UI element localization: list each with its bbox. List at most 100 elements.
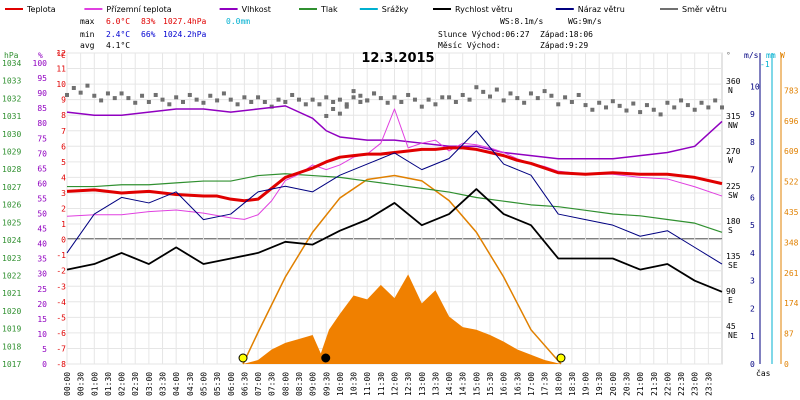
legend-label: Srážky — [382, 5, 409, 14]
legend-label: Tlak — [320, 5, 338, 14]
wind-direction-point — [324, 113, 329, 118]
x-tick-label: 18:00 — [554, 372, 563, 396]
sun-tick-label: 609 — [784, 147, 799, 156]
wind-direction-point — [556, 102, 561, 107]
direction-tick-label: 360 — [726, 77, 741, 86]
wind-direction-point — [378, 96, 383, 101]
temperature-tick-label: -5 — [56, 313, 66, 322]
temperature-tick-label: 3 — [61, 189, 66, 198]
wind-direction-point — [597, 100, 602, 105]
pressure-tick-label: 1026 — [2, 201, 21, 210]
pressure-tick-label: 1028 — [2, 165, 21, 174]
wind-direction-point — [447, 95, 452, 100]
stats-min-press: 1024.2hPa — [163, 30, 207, 39]
wind-direction-point — [194, 97, 199, 102]
direction-tick-letter: S — [728, 226, 733, 235]
x-tick-label: 14:00 — [445, 372, 454, 396]
legend-label: Teplota — [26, 5, 56, 14]
x-tick-label: 05:30 — [213, 372, 222, 396]
wind-axis-top: -1 — [760, 60, 770, 69]
x-tick-label: 22:00 — [663, 372, 672, 396]
temperature-tick-label: 8 — [61, 111, 66, 120]
sun-tick-label: 174 — [784, 299, 799, 308]
x-tick-label: 10:00 — [336, 372, 345, 396]
wind-direction-point — [624, 108, 629, 113]
x-tick-label: 05:00 — [199, 372, 208, 396]
temperature-tick-label: -3 — [56, 282, 66, 291]
solar-area — [238, 174, 566, 365]
humidity-tick-label: 95 — [37, 74, 47, 83]
humidity-tick-label: 15 — [37, 315, 47, 324]
moonrise-stat: Měsíc Východ: — [438, 41, 501, 50]
x-tick-label: 08:00 — [281, 372, 290, 396]
temperature-tick-label: 6 — [61, 142, 66, 151]
x-tick-label: 07:00 — [254, 372, 263, 396]
temperature-tick-label: 5 — [61, 158, 66, 167]
wind-direction-point — [221, 91, 226, 96]
wind-direction-point — [720, 105, 724, 110]
grid — [66, 52, 722, 365]
wind-direction-point — [215, 98, 220, 103]
pressure-tick-label: 1023 — [2, 254, 21, 263]
wind-direction-point — [515, 96, 520, 101]
wind-direction-point — [406, 92, 411, 97]
sunset-stat: Západ:18:06 — [540, 30, 593, 39]
temperature-tick-label: -7 — [56, 344, 66, 353]
wind-direction-point — [140, 93, 145, 98]
wind-gust-stat: WG:9m/s — [568, 17, 602, 26]
wind-direction-point — [276, 97, 281, 102]
pressure-tick-label: 1032 — [2, 94, 21, 103]
wind-direction-point — [372, 91, 377, 96]
wind-direction-point — [631, 101, 636, 106]
humidity-line — [66, 105, 723, 160]
direction-tick-label: 45 — [726, 322, 736, 331]
wind-tick-label: 8 — [750, 138, 755, 147]
wind-direction-point — [590, 107, 595, 112]
stats-min-label: min — [80, 30, 95, 39]
stats-avg-label: avg — [80, 41, 95, 50]
direction-tick-label: 315 — [726, 112, 741, 121]
x-tick-label: 02:00 — [118, 372, 127, 396]
humidity-tick-label: 45 — [37, 225, 47, 234]
x-tick-label: 02:30 — [131, 372, 140, 396]
stats-max-hum: 83% — [141, 17, 156, 26]
pressure-tick-label: 1031 — [2, 112, 21, 121]
wind-direction-point — [262, 99, 267, 104]
pressure-tick-label: 1024 — [2, 236, 21, 245]
sun-tick-label: 435 — [784, 208, 799, 217]
wind-direction-point — [460, 92, 465, 97]
chart-title: 12.3.2015 — [361, 51, 434, 66]
wind-direction-points — [65, 83, 724, 118]
wind-direction-point — [71, 85, 76, 90]
wind-direction-point — [706, 105, 711, 110]
wind-direction-point — [126, 96, 131, 101]
pressure-tick-label: 1019 — [2, 325, 21, 334]
x-tick-label: 12:00 — [391, 372, 400, 396]
wind-tick-label: 6 — [750, 193, 755, 202]
wind-tick-label: 0 — [750, 360, 755, 369]
stats-max-temp: 6.0°C — [106, 17, 130, 26]
wind-tick-label: 10 — [750, 82, 760, 91]
humidity-tick-label: 40 — [37, 240, 47, 249]
moonset-marker — [321, 353, 331, 363]
wind-direction-point — [344, 102, 349, 107]
stats-min-temp: 2.4°C — [106, 30, 130, 39]
humidity-tick-label: 5 — [42, 345, 47, 354]
temperature-tick-label: -8 — [56, 360, 66, 369]
x-tick-label: 03:00 — [145, 372, 154, 396]
wind-tick-label: 2 — [750, 304, 755, 313]
wind-direction-point — [228, 97, 233, 102]
wind-speed-line — [66, 188, 723, 293]
wind-direction-point — [433, 102, 438, 107]
legend-label: Náraz větru — [578, 5, 625, 14]
wind-direction-point — [92, 93, 97, 98]
x-tick-label: 22:30 — [677, 372, 686, 396]
wind-gust-line — [66, 130, 723, 265]
wind-direction-point — [235, 102, 240, 107]
temperature-tick-label: 1 — [61, 220, 66, 229]
wind-direction-point — [392, 95, 397, 100]
sunset-marker — [556, 353, 566, 363]
x-tick-label: 11:00 — [363, 372, 372, 396]
wind-direction-point — [685, 103, 690, 108]
temperature-tick-label: 9 — [61, 96, 66, 105]
